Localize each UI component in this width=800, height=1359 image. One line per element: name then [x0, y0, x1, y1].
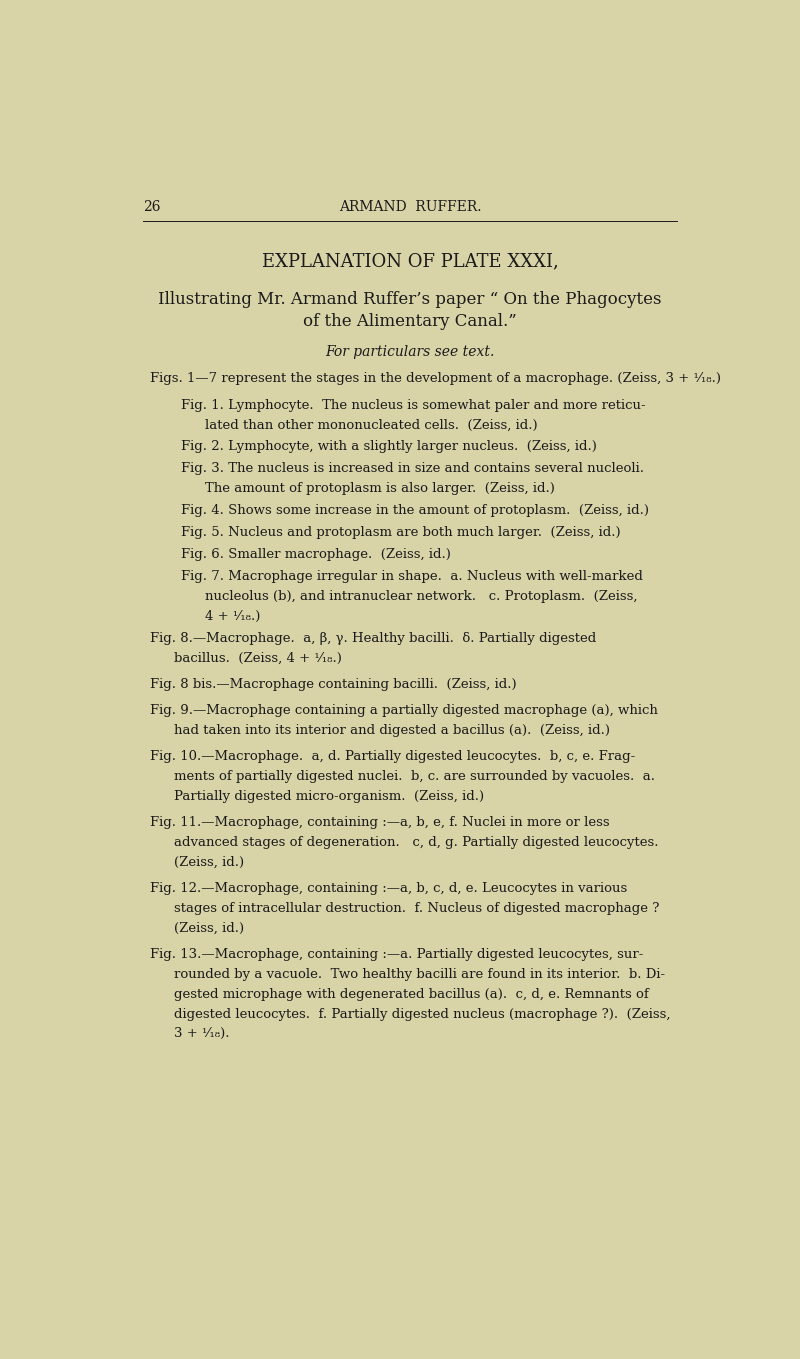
- Text: Figs. 1—7 represent the stages in the development of a macrophage. (Zeiss, 3 + ¹: Figs. 1—7 represent the stages in the de…: [150, 372, 721, 386]
- Text: EXPLANATION OF PLATE XXXI,: EXPLANATION OF PLATE XXXI,: [262, 251, 558, 270]
- Text: lated than other mononucleated cells.  (Zeiss, id.): lated than other mononucleated cells. (Z…: [206, 419, 538, 431]
- Text: bacillus.  (Zeiss, 4 + ¹⁄₁₈.): bacillus. (Zeiss, 4 + ¹⁄₁₈.): [174, 652, 342, 665]
- Text: Fig. 6. Smaller macrophage.  (Zeiss, id.): Fig. 6. Smaller macrophage. (Zeiss, id.): [181, 548, 450, 561]
- Text: 26: 26: [143, 200, 161, 213]
- Text: Fig. 4. Shows some increase in the amount of protoplasm.  (Zeiss, id.): Fig. 4. Shows some increase in the amoun…: [181, 504, 649, 518]
- Text: rounded by a vacuole.  Two healthy bacilli are found in its interior.  b. Di-: rounded by a vacuole. Two healthy bacill…: [174, 968, 666, 981]
- Text: 4 + ¹⁄₁₈.): 4 + ¹⁄₁₈.): [206, 610, 261, 622]
- Text: had taken into its interior and digested a bacillus (a).  (Zeiss, id.): had taken into its interior and digested…: [174, 724, 610, 737]
- Text: (Zeiss, id.): (Zeiss, id.): [174, 921, 245, 935]
- Text: Illustrating Mr. Armand Ruffer’s paper “ On the Phagocytes: Illustrating Mr. Armand Ruffer’s paper “…: [158, 291, 662, 307]
- Text: ARMAND  RUFFER.: ARMAND RUFFER.: [338, 200, 482, 213]
- Text: digested leucocytes.  f. Partially digested nucleus (macrophage ?).  (Zeiss,: digested leucocytes. f. Partially digest…: [174, 1007, 671, 1021]
- Text: advanced stages of degeneration.   c, d, g. Partially digested leucocytes.: advanced stages of degeneration. c, d, g…: [174, 836, 659, 849]
- Text: Fig. 5. Nucleus and protoplasm are both much larger.  (Zeiss, id.): Fig. 5. Nucleus and protoplasm are both …: [181, 526, 620, 540]
- Text: For particulars see text.: For particulars see text.: [326, 345, 494, 359]
- Text: Fig. 7. Macrophage irregular in shape.  a. Nucleus with well-marked: Fig. 7. Macrophage irregular in shape. a…: [181, 571, 642, 583]
- Text: Fig. 9.—Macrophage containing a partially digested macrophage (a), which: Fig. 9.—Macrophage containing a partiall…: [150, 704, 658, 718]
- Text: gested microphage with degenerated bacillus (a).  c, d, e. Remnants of: gested microphage with degenerated bacil…: [174, 988, 649, 1000]
- Text: Fig. 3. The nucleus is increased in size and contains several nucleoli.: Fig. 3. The nucleus is increased in size…: [181, 462, 643, 476]
- Text: The amount of protoplasm is also larger.  (Zeiss, id.): The amount of protoplasm is also larger.…: [206, 482, 555, 495]
- Text: Fig. 8 bis.—Macrophage containing bacilli.  (Zeiss, id.): Fig. 8 bis.—Macrophage containing bacill…: [150, 678, 516, 690]
- Text: 3 + ¹⁄₁₈).: 3 + ¹⁄₁₈).: [174, 1027, 230, 1041]
- Text: ments of partially digested nuclei.  b, c. are surrounded by vacuoles.  a.: ments of partially digested nuclei. b, c…: [174, 771, 655, 783]
- Text: nucleolus (b), and intranuclear network.   c. Protoplasm.  (Zeiss,: nucleolus (b), and intranuclear network.…: [206, 590, 638, 603]
- Text: Fig. 13.—Macrophage, containing :—a. Partially digested leucocytes, sur-: Fig. 13.—Macrophage, containing :—a. Par…: [150, 949, 643, 961]
- Text: of the Alimentary Canal.”: of the Alimentary Canal.”: [303, 313, 517, 330]
- Text: stages of intracellular destruction.  f. Nucleus of digested macrophage ?: stages of intracellular destruction. f. …: [174, 902, 660, 915]
- Text: Partially digested micro-organism.  (Zeiss, id.): Partially digested micro-organism. (Zeis…: [174, 790, 485, 803]
- Text: Fig. 2. Lymphocyte, with a slightly larger nucleus.  (Zeiss, id.): Fig. 2. Lymphocyte, with a slightly larg…: [181, 440, 597, 454]
- Text: Fig. 8.—Macrophage.  a, β, γ. Healthy bacilli.  δ. Partially digested: Fig. 8.—Macrophage. a, β, γ. Healthy bac…: [150, 632, 596, 646]
- Text: Fig. 1. Lymphocyte.  The nucleus is somewhat paler and more reticu-: Fig. 1. Lymphocyte. The nucleus is somew…: [181, 398, 646, 412]
- Text: (Zeiss, id.): (Zeiss, id.): [174, 856, 245, 868]
- Text: Fig. 10.—Macrophage.  a, d. Partially digested leucocytes.  b, c, e. Frag-: Fig. 10.—Macrophage. a, d. Partially dig…: [150, 750, 635, 764]
- Text: Fig. 12.—Macrophage, containing :—a, b, c, d, e. Leucocytes in various: Fig. 12.—Macrophage, containing :—a, b, …: [150, 882, 627, 896]
- Text: Fig. 11.—Macrophage, containing :—a, b, e, f. Nuclei in more or less: Fig. 11.—Macrophage, containing :—a, b, …: [150, 815, 610, 829]
